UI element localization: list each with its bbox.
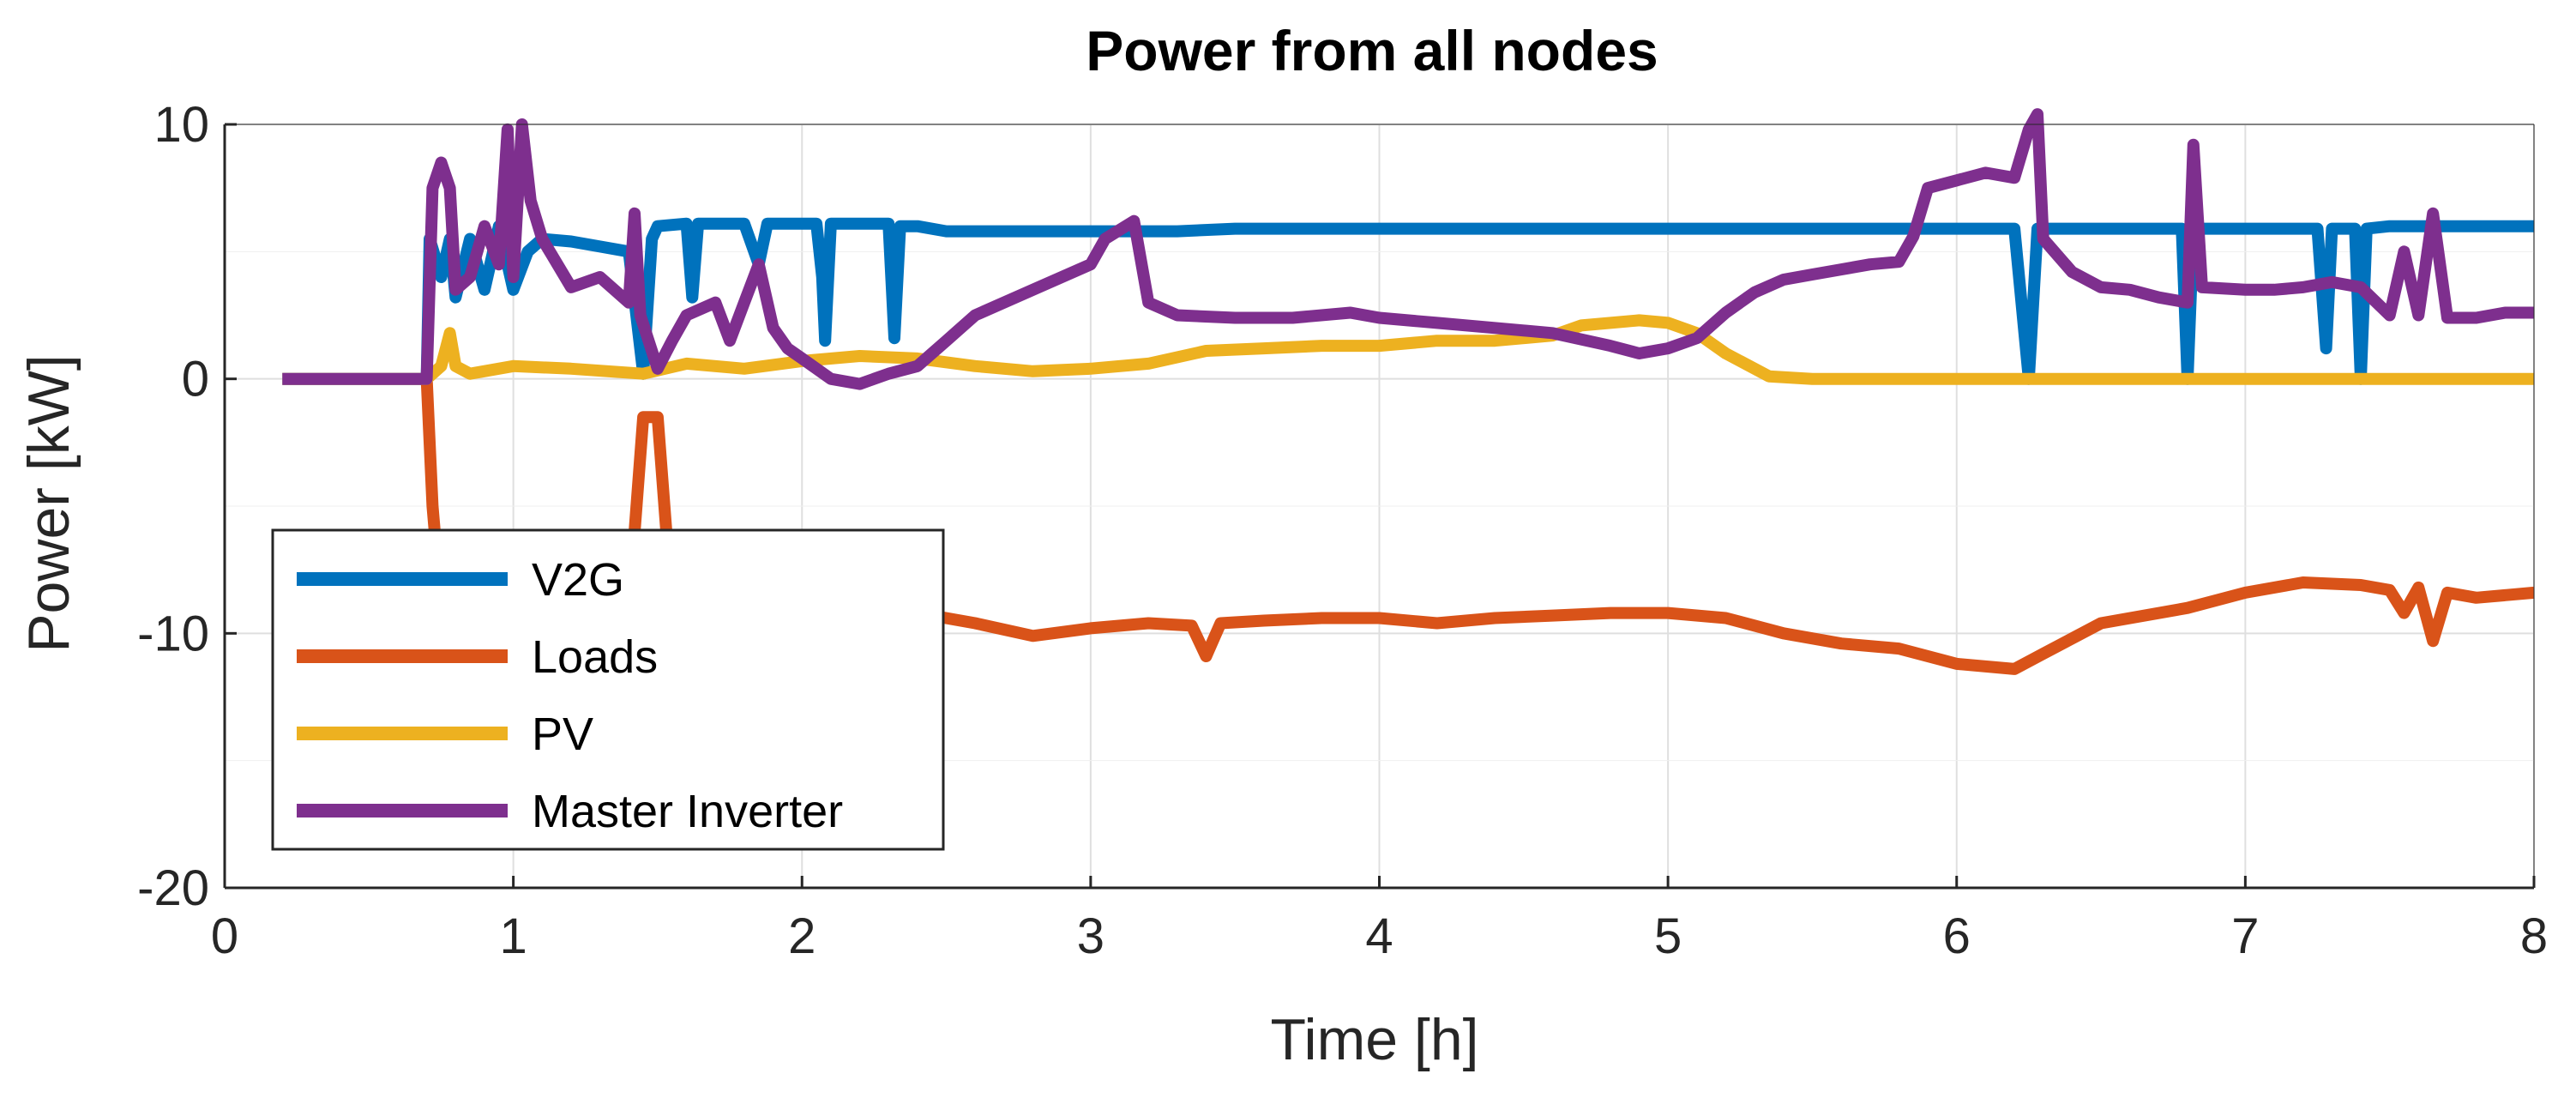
x-tick-label: 2 [788, 908, 816, 964]
legend-label: PV [532, 709, 593, 760]
x-tick-label: 6 [1943, 908, 1971, 964]
x-tick-label: 3 [1077, 908, 1104, 964]
series-line-pv [282, 314, 2534, 385]
axes [223, 123, 2536, 890]
chart-title: Power from all nodes [1086, 19, 1658, 82]
x-tick-label: 0 [211, 908, 238, 964]
plot-series [282, 108, 2535, 675]
x-tick-label: 1 [499, 908, 527, 964]
x-tick-label: 4 [1365, 908, 1393, 964]
x-axis-label: Time [h] [1270, 1007, 1478, 1072]
series-line-loads [420, 378, 2535, 675]
x-tick-label: 5 [1654, 908, 1682, 964]
legend-label: Loads [532, 631, 658, 683]
series-line-v2g [282, 217, 2534, 385]
y-tick-label: -20 [137, 860, 209, 916]
y-tick-label: 10 [153, 97, 209, 153]
y-tick-label: -10 [137, 606, 209, 661]
series-line-master-inverter [282, 108, 2534, 390]
y-tick-label: 0 [182, 352, 209, 407]
tick-labels: 0 1 2 3 4 5 6 7 8 -20 -10 0 10 [137, 97, 2548, 964]
legend-label: Master Inverter [532, 786, 843, 837]
x-tick-label: 8 [2520, 908, 2548, 964]
x-tick-label: 7 [2231, 908, 2259, 964]
y-axis-label: Power [kW] [16, 354, 81, 653]
legend-label: V2G [532, 554, 624, 606]
legend: V2G Loads PV Master Inverter [271, 528, 945, 851]
legend-entries: V2G Loads PV Master Inverter [297, 554, 843, 837]
